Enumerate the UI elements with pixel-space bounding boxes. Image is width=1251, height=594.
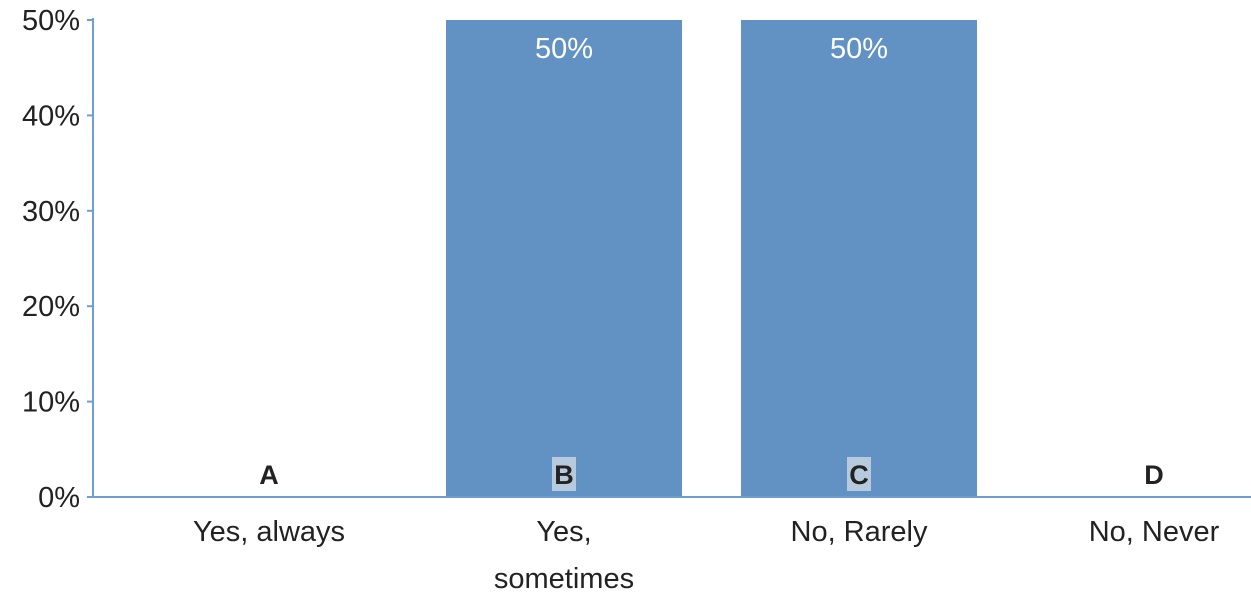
category-letter: A — [259, 460, 279, 490]
y-tick-label: 10% — [22, 387, 80, 419]
x-tick-labels: Yes, always Yes, sometimes No, Rarely No, Ne… — [193, 516, 1220, 594]
y-tick-label: 0% — [38, 482, 80, 514]
y-axis: 0% 10% 20% 30% 40% 50% — [22, 5, 94, 514]
x-tick-label: sometimes — [494, 563, 634, 594]
letter-highlight — [552, 457, 576, 491]
x-tick-label: No, Rarely — [791, 516, 928, 548]
category-letter: B — [554, 460, 574, 490]
y-tick-label: 40% — [22, 100, 80, 132]
x-tick-label: No, Never — [1089, 516, 1220, 548]
y-tick-label: 20% — [22, 291, 80, 323]
data-label: 50% — [535, 33, 593, 65]
x-tick-label: Yes, always — [193, 516, 345, 548]
y-tick-label: 30% — [22, 196, 80, 228]
category-letter: C — [849, 460, 869, 490]
category-letter: D — [1144, 460, 1164, 490]
bar-c — [741, 20, 977, 497]
bar-b — [446, 20, 682, 497]
bars — [446, 20, 977, 497]
category-letters: A B C D — [259, 457, 1164, 491]
value-labels: 50% 50% — [535, 33, 888, 65]
x-tick-label: Yes, — [536, 516, 591, 548]
letter-highlight — [847, 457, 871, 491]
y-tick-label: 50% — [22, 5, 80, 37]
data-label: 50% — [830, 33, 888, 65]
